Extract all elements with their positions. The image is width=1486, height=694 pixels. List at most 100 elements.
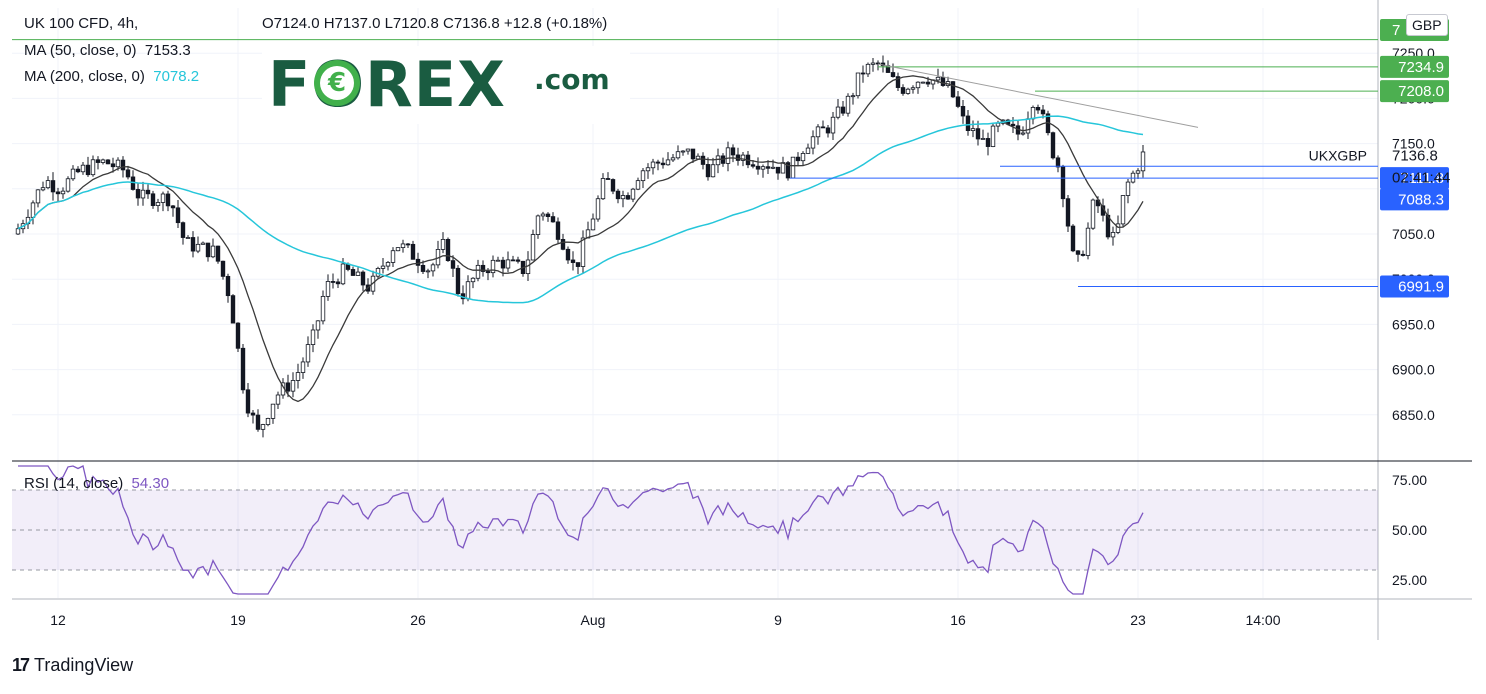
candle-body [500, 259, 506, 269]
candle-body [80, 164, 86, 173]
candle-body [190, 237, 196, 252]
candle-body [795, 156, 801, 162]
candle-body [825, 127, 831, 134]
candle-body [1030, 106, 1036, 120]
candle-body [210, 245, 216, 258]
candle-body [855, 72, 861, 97]
candle-body [1080, 253, 1086, 256]
candle-body [1040, 109, 1046, 115]
candle-body [1065, 198, 1071, 227]
candle-body [1090, 199, 1096, 229]
logo-suffix: .com [534, 63, 610, 96]
time-tick-label: 12 [50, 612, 66, 628]
candle-body [205, 242, 211, 258]
candle-body [255, 414, 261, 430]
candle-body [510, 259, 516, 262]
candle-body [815, 126, 821, 138]
candle-body [910, 87, 916, 90]
candle-body [980, 138, 986, 140]
candle-body [1135, 170, 1141, 174]
candle-body [475, 264, 481, 279]
price-tick-label: 6950.0 [1392, 316, 1435, 332]
candle-body [920, 81, 926, 84]
candle-body [225, 275, 231, 297]
candle-body [35, 189, 41, 204]
candle-body [560, 239, 566, 250]
candle-body [735, 154, 741, 161]
ma50-legend[interactable]: MA (50, close, 0) 7153.3 [24, 42, 191, 59]
candle-body [665, 159, 671, 166]
countdown-label: 02:41:44 [1392, 170, 1450, 187]
candle-body [865, 63, 871, 75]
candle-body [1075, 250, 1081, 255]
candle-body [645, 167, 651, 172]
candle-body [835, 106, 841, 118]
candle-body [970, 128, 976, 131]
candle-body [915, 81, 921, 89]
candle-body [820, 126, 826, 129]
candle-body [105, 159, 111, 165]
candle-body [55, 191, 61, 195]
symbol-title: UK 100 CFD, 4h, [24, 15, 139, 32]
candle-body [705, 164, 711, 178]
currency-badge[interactable]: GBP [1406, 14, 1448, 36]
price-tick-label: 7050.0 [1392, 226, 1435, 242]
rsi-tick-label: 75.00 [1392, 472, 1427, 488]
candle-body [905, 88, 911, 94]
candle-body [505, 259, 511, 269]
candle-body [765, 166, 771, 169]
candle-body [75, 168, 81, 173]
candle-body [135, 189, 141, 199]
candle-body [45, 180, 51, 189]
candle-body [650, 161, 656, 169]
logo-wordmark: FOREX [268, 48, 506, 121]
candle-body [1010, 123, 1016, 127]
candle-body [775, 166, 781, 174]
price-label-text: 6991.9 [1398, 279, 1444, 296]
candle-body [240, 347, 246, 391]
candle-body [975, 128, 981, 140]
time-tick-label: 9 [774, 612, 782, 628]
candle-body [430, 264, 436, 272]
time-tick-label: 23 [1130, 612, 1146, 628]
candle-body [215, 245, 221, 262]
candle-body [1085, 227, 1091, 256]
candle-body [550, 216, 556, 223]
rsi-legend[interactable]: RSI (14, close) 54.30 [24, 475, 170, 492]
candle-body [485, 271, 491, 274]
candle-body [415, 258, 421, 266]
candle-body [690, 148, 696, 160]
candle-body [925, 81, 931, 85]
candle-body [545, 213, 551, 217]
candle-body [125, 169, 131, 178]
candle-body [680, 150, 686, 153]
candle-body [600, 178, 606, 200]
candle-body [385, 262, 391, 267]
candle-body [440, 238, 446, 250]
candle-body [590, 218, 596, 231]
tradingview-brand[interactable]: 17 TradingView [12, 655, 134, 675]
candle-body [840, 106, 846, 114]
time-tick-label: 19 [230, 612, 246, 628]
candle-body [895, 76, 901, 88]
candle-body [185, 237, 191, 239]
candle-body [1025, 118, 1031, 134]
price-tick-label: 6900.0 [1392, 362, 1435, 378]
ma50-line [17, 75, 1144, 403]
candle-body [1060, 166, 1066, 200]
candle-body [555, 221, 561, 240]
candle-body [30, 202, 36, 218]
candle-body [955, 96, 961, 107]
ma200-legend[interactable]: MA (200, close, 0) 7078.2 [24, 68, 200, 85]
price-label-box [1380, 80, 1449, 103]
candle-body [1070, 225, 1076, 252]
candle-body [295, 372, 301, 381]
candle-body [300, 361, 306, 373]
price-label-box [1380, 188, 1449, 211]
candle-body [640, 170, 646, 182]
candle-body [935, 76, 941, 81]
candle-body [625, 195, 631, 200]
price-label-text-top: 7 [1392, 22, 1400, 39]
candle-body [140, 189, 146, 199]
